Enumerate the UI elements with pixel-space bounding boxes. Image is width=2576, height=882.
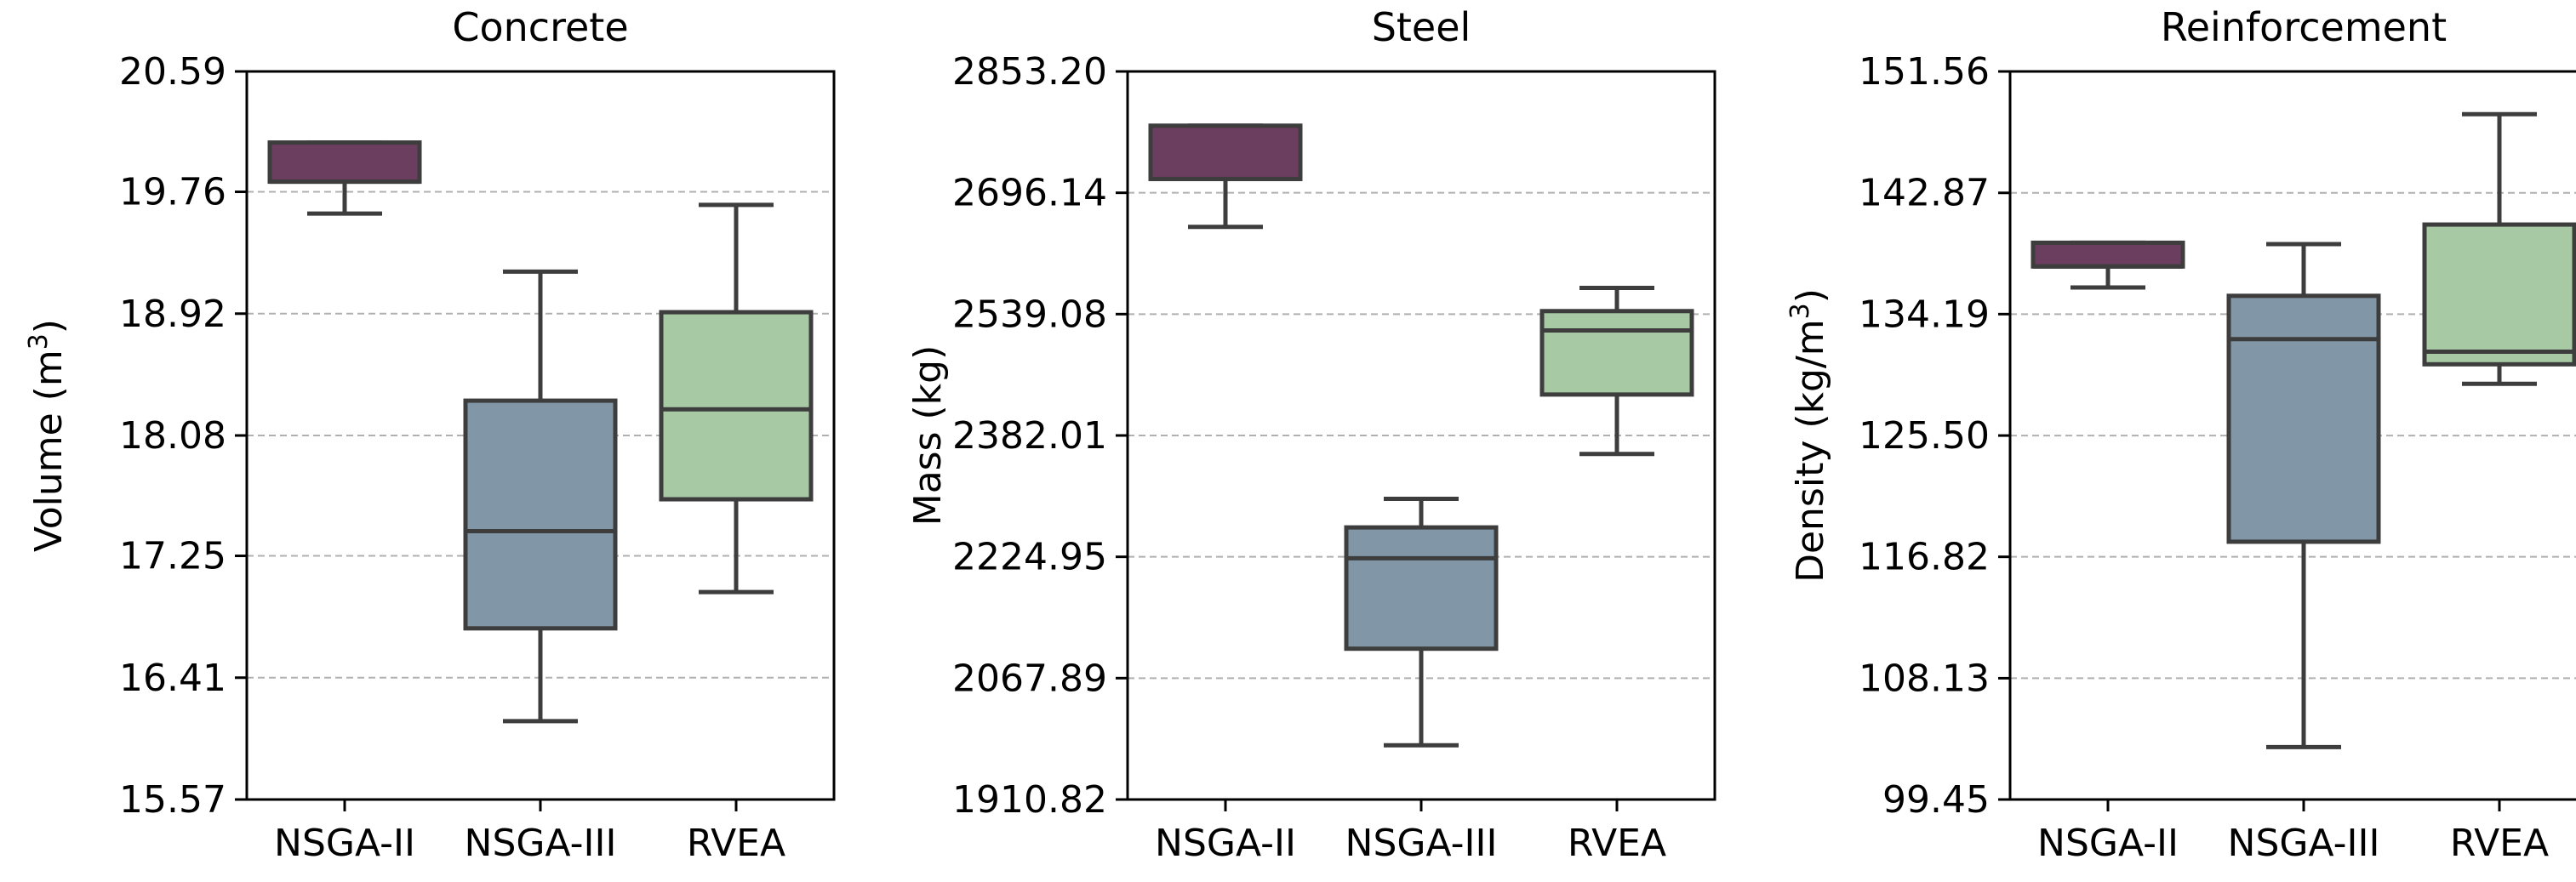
box-iqr: [659, 310, 814, 502]
x-tick-label: NSGA-III: [1345, 822, 1498, 865]
box-iqr: [1539, 309, 1694, 397]
x-tick-label: NSGA-III: [465, 822, 617, 865]
y-axis-label: Density (kg/m3): [1785, 288, 1833, 583]
y-tick-label: 116.82: [1859, 536, 1990, 579]
box-nsga-ii: [267, 140, 422, 216]
y-axis-label-main: Density (kg/m: [1789, 319, 1832, 583]
x-tick-label: RVEA: [1568, 822, 1666, 865]
box-iqr: [2031, 240, 2185, 269]
x-tick-label: RVEA: [2450, 822, 2549, 865]
y-tick-label: 2067.89: [952, 657, 1107, 700]
y-tick-label: 2382.01: [952, 414, 1107, 458]
box-nsga-iii: [2226, 242, 2381, 749]
y-axis-label: Volume (m3): [24, 319, 71, 552]
x-tick-label: NSGA-II: [274, 822, 415, 865]
y-tick-label: 19.76: [119, 171, 226, 214]
y-tick-label: 16.41: [119, 657, 226, 700]
y-axis-label: Mass (kg): [906, 345, 950, 526]
box-iqr: [2422, 222, 2576, 367]
box-nsga-ii: [2031, 240, 2185, 290]
y-tick-label: 2539.08: [952, 293, 1107, 336]
y-axis-label-end: ): [1789, 288, 1832, 303]
x-tick-label: RVEA: [687, 822, 785, 865]
y-tick-label: 18.92: [119, 293, 226, 336]
y-axis-label-main: Volume (m: [27, 350, 71, 552]
box-nsga-iii: [463, 269, 618, 724]
y-tick-label: 108.13: [1859, 657, 1990, 700]
y-axis-label-end: ): [27, 319, 71, 333]
panel-title: Concrete: [452, 4, 628, 50]
y-tick-label: 2853.20: [952, 50, 1107, 94]
y-tick-label: 134.19: [1859, 293, 1990, 336]
y-tick-label: 125.50: [1859, 414, 1990, 458]
y-tick-label: 17.25: [119, 535, 226, 578]
box-iqr: [1344, 525, 1499, 652]
y-tick-label: 15.57: [119, 778, 226, 822]
panel-concrete: 15.57 16.41 17.25 18.08 18.92 19.76 20.59 NSGA-…: [24, 4, 836, 865]
box-iqr: [2226, 293, 2381, 544]
box-iqr: [463, 398, 618, 631]
x-tick-label: NSGA-II: [2037, 822, 2179, 865]
y-axis-label-sup: 3: [24, 333, 54, 350]
panel-title: Steel: [1372, 4, 1471, 50]
x-tick-label: NSGA-III: [2228, 822, 2380, 865]
y-tick-label: 1910.82: [952, 778, 1107, 822]
panel-steel: 1910.82 2067.89 2224.95 2382.01 2539.08 2696.…: [906, 4, 1716, 865]
box-rvea: [1539, 286, 1694, 457]
box-rvea: [659, 202, 814, 595]
box-iqr: [1148, 123, 1303, 181]
box-nsga-iii: [1344, 496, 1499, 748]
y-axis-label-sup: 3: [1785, 303, 1815, 319]
panel-reinforcement: 99.45 108.13 116.82 125.50 134.19 142.87 151.5…: [1785, 4, 2576, 865]
y-tick-label: 99.45: [1882, 778, 1990, 822]
box-iqr: [267, 140, 422, 185]
y-tick-label: 18.08: [119, 414, 226, 458]
box-rvea: [2422, 111, 2576, 386]
y-tick-label: 2224.95: [952, 536, 1107, 579]
y-tick-label: 2696.14: [952, 172, 1107, 215]
y-tick-label: 20.59: [119, 50, 226, 94]
y-axis-label-main: Mass (kg): [906, 345, 950, 526]
x-tick-label: NSGA-II: [1155, 822, 1296, 865]
box-nsga-ii: [1148, 123, 1303, 230]
y-tick-label: 142.87: [1859, 172, 1990, 215]
y-tick-label: 151.56: [1859, 50, 1990, 94]
panel-title: Reinforcement: [2161, 4, 2447, 50]
